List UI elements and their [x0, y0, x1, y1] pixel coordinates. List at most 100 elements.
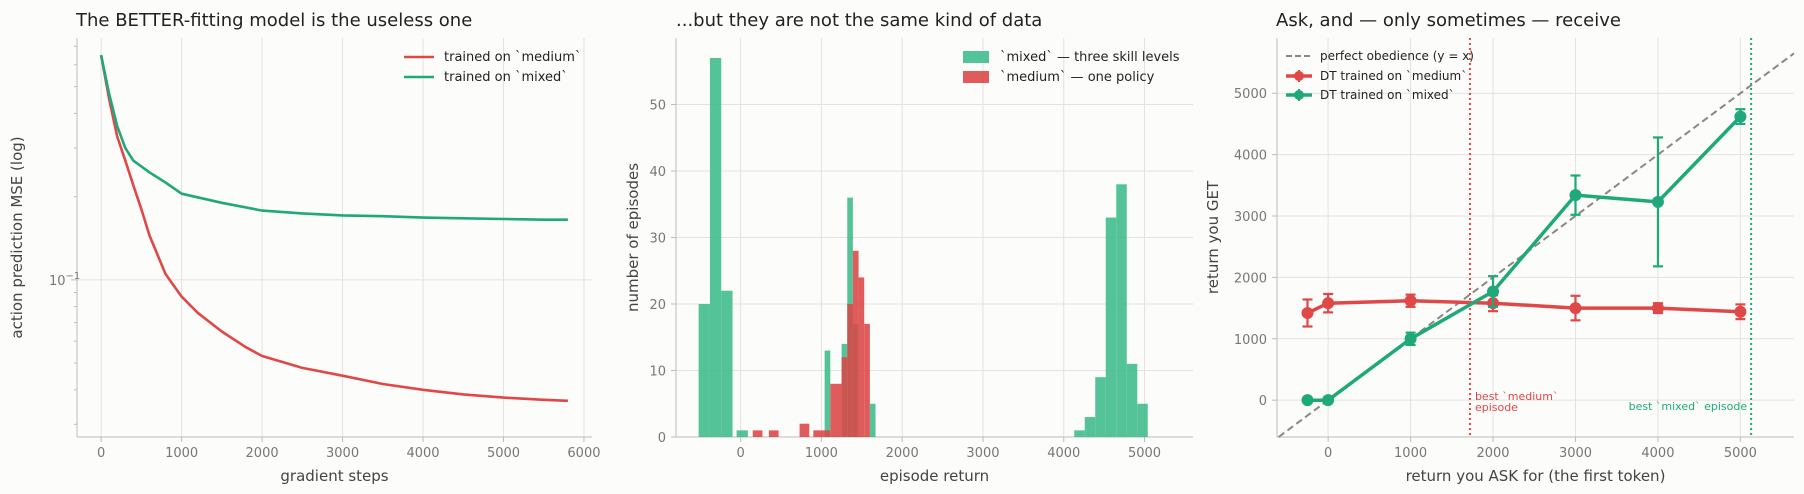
series-point-2: [1322, 394, 1335, 407]
x-tick-label: 0: [97, 446, 105, 461]
hist-bar-1: [1105, 217, 1117, 437]
y-tick-exponent: −1: [66, 271, 81, 282]
y-tick-label: 50: [649, 99, 666, 114]
legend-label: DT trained on `medium`: [1320, 69, 1467, 83]
x-tick-label: 6000: [567, 446, 600, 461]
hist-bar-2: [799, 423, 810, 437]
legend-label: perfect obedience (y = x): [1320, 49, 1474, 63]
y-tick-label: 5000: [1234, 87, 1267, 102]
series-point-2: [1569, 189, 1582, 202]
x-tick-label: 1000: [1394, 446, 1427, 461]
series-point-1: [1734, 305, 1747, 318]
series-point-1: [1404, 294, 1417, 307]
y-tick-label: 3000: [1234, 210, 1267, 225]
hist-bar-2: [858, 277, 865, 437]
hist-bar-2: [864, 323, 870, 437]
panel-2-histogram: 0 1000 2000 3000 4000 5000 0 10 20 30 40 50 `mixed` …: [624, 10, 1193, 485]
y-tick-label: 4000: [1234, 149, 1267, 164]
panel-1-title: The BETTER-fitting model is the useless …: [75, 10, 472, 31]
series-point-1: [1322, 297, 1335, 310]
y-tick-label: 2000: [1234, 271, 1267, 286]
panel-3-ask-get: 0 1000 2000 3000 4000 5000 0 1000 2000 3000 4000 50…: [1204, 10, 1795, 485]
hist-bar-1: [736, 430, 748, 437]
panel-3-title: Ask, and — only sometimes — receive: [1276, 10, 1621, 31]
legend-swatch: [963, 51, 989, 63]
x-tick-label: 1000: [165, 446, 198, 461]
x-tick-label: 3000: [326, 446, 359, 461]
x-tick-label: 2000: [1476, 446, 1509, 461]
series-line-1: [1306, 298, 1741, 315]
x-tick-label: 4000: [1641, 446, 1674, 461]
x-tick-label: 4000: [1047, 446, 1080, 461]
legend-label: trained on `medium`: [444, 50, 581, 65]
hist-bar-1: [869, 403, 876, 437]
hist-bar-2: [768, 430, 779, 437]
series-point-1: [1569, 302, 1582, 315]
vline-annotation: episode: [1475, 401, 1518, 414]
hist-bar-1: [698, 304, 710, 437]
hist-bar-1: [709, 57, 722, 437]
series-point-2: [1734, 110, 1747, 123]
y-tick-label: 40: [649, 165, 666, 180]
legend-label: `mixed` — three skill levels: [1000, 50, 1180, 65]
x-tick-label: 0: [736, 446, 744, 461]
y-tick-label: 0: [1259, 394, 1267, 409]
hist-bar-1: [1074, 430, 1085, 437]
hist-bar-1: [1116, 184, 1127, 437]
legend-swatch: [963, 71, 989, 83]
x-tick-label: 5000: [1724, 446, 1757, 461]
panel-2-title: ...but they are not the same kind of dat…: [676, 10, 1042, 31]
x-tick-label: 5000: [487, 446, 520, 461]
y-axis-label: action prediction MSE (log): [8, 136, 26, 338]
hist-bar-2: [852, 250, 859, 437]
y-axis-label: return you GET: [1204, 180, 1222, 294]
hist-bar-1: [1084, 417, 1096, 437]
x-tick-label: 1000: [805, 446, 838, 461]
hist-bar-1: [1137, 403, 1148, 437]
series-point-1: [1651, 302, 1664, 315]
vline-annotation: best `mixed` episode: [1629, 400, 1748, 413]
series-point-2: [1301, 394, 1314, 407]
x-tick-label: 3000: [1559, 446, 1592, 461]
legend-label: `medium` — one policy: [1000, 70, 1155, 85]
vline-annotation: best `medium`: [1475, 390, 1559, 403]
hist-bar-1: [1126, 363, 1138, 437]
hist-bar-1: [824, 350, 831, 437]
x-tick-label: 0: [1324, 446, 1332, 461]
y-tick-label: 20: [649, 298, 666, 313]
hist-bar-2: [841, 357, 848, 437]
series-point-1: [1301, 307, 1314, 320]
x-tick-label: 5000: [1128, 446, 1161, 461]
legend-label: trained on `mixed`: [444, 70, 568, 85]
y-tick-label: 10−1: [49, 271, 80, 289]
series-point-2: [1651, 195, 1664, 208]
x-axis-label: episode return: [880, 467, 989, 485]
x-axis-label: return you ASK for (the first token): [1406, 467, 1666, 485]
series-line-2: [99, 54, 568, 221]
y-tick-label: 10: [649, 365, 666, 380]
hist-bar-2: [847, 304, 853, 437]
x-tick-label: 3000: [966, 446, 999, 461]
hist-bar-2: [830, 383, 842, 437]
series-line-2: [1307, 115, 1742, 402]
hist-bar-1: [721, 290, 733, 437]
reference-line: [1278, 52, 1795, 438]
series-point-2: [1487, 285, 1500, 298]
hist-bar-1: [1095, 377, 1106, 437]
series-line-1: [99, 54, 568, 403]
hist-bar-2: [752, 430, 763, 437]
panel-1-loss: 0 1000 2000 3000 4000 5000 6000 10−1 trained on …: [8, 10, 601, 485]
series-point-2: [1404, 332, 1417, 345]
x-tick-label: 2000: [886, 446, 919, 461]
y-tick-label: 1000: [1234, 333, 1267, 348]
x-axis-label: gradient steps: [280, 467, 388, 485]
x-tick-label: 4000: [406, 446, 439, 461]
x-tick-label: 2000: [246, 446, 279, 461]
legend-label: DT trained on `mixed`: [1320, 88, 1455, 102]
y-tick-label: 0: [658, 431, 666, 446]
hist-bar-2: [813, 430, 831, 437]
y-tick-label: 30: [649, 232, 666, 247]
y-axis-label: number of episodes: [624, 163, 642, 312]
